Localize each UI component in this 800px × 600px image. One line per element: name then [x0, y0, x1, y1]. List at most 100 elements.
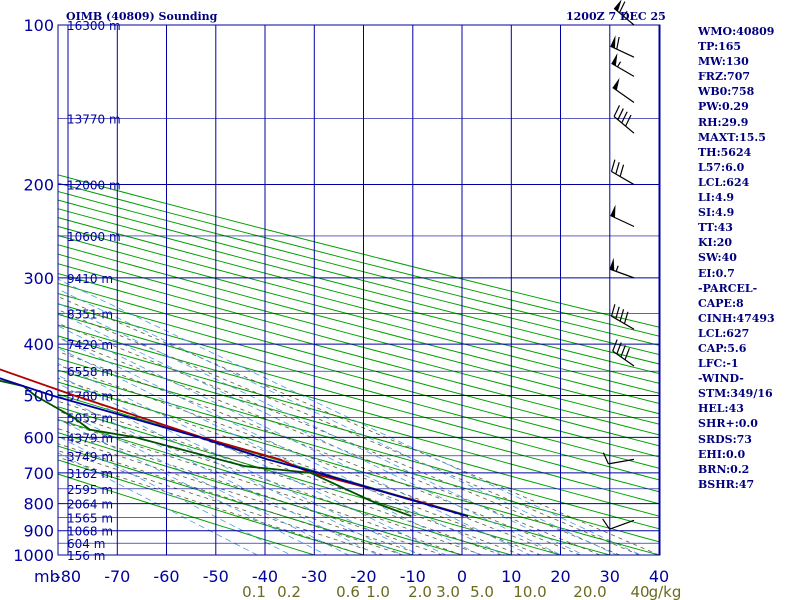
temperature-tick-label: -20	[350, 567, 376, 586]
stability-index-item: LI:4.9	[698, 191, 735, 205]
wind-barb-flag	[623, 311, 629, 324]
mixing-ratio-label: 3.0	[436, 583, 460, 600]
pressure-tick-label: 400	[23, 335, 54, 354]
wind-barb-pennant	[611, 52, 618, 66]
mixing-ratio-line	[58, 383, 403, 555]
stability-index-item: TH:5624	[698, 145, 752, 159]
height-label: 16300 m	[67, 19, 121, 33]
moist-adiabat-line	[58, 377, 541, 555]
wind-barb-flag	[617, 108, 624, 120]
height-label: 13770 m	[67, 112, 121, 126]
stability-index-item: RH:29.9	[698, 115, 749, 129]
height-label: 6558 m	[67, 365, 113, 379]
temperature-tick-label: 10	[501, 567, 521, 586]
moist-adiabat-line	[58, 450, 384, 555]
temperature-tick-label: -70	[104, 567, 130, 586]
temperature-tick-label: -80	[55, 567, 81, 586]
sounding-datetime: 1200Z 7 DEC 25	[566, 10, 666, 23]
pressure-tick-label: 700	[23, 464, 54, 483]
temperature-profile	[0, 368, 469, 518]
height-label: 3162 m	[67, 467, 113, 481]
mixing-ratio-label: 5.0	[470, 583, 494, 600]
mixing-ratio-line	[58, 302, 584, 555]
stability-index-item: LCL:624	[698, 175, 750, 189]
mixing-ratio-line	[58, 312, 562, 555]
wind-barb-flag	[616, 36, 620, 50]
dry-adiabat-line	[58, 459, 364, 555]
height-label: 3749 m	[67, 450, 113, 464]
moist-adiabat-line	[58, 435, 423, 555]
mixing-ratio-label: g/kg	[649, 583, 682, 600]
pressure-unit-label: mb	[34, 567, 60, 586]
temperature-tick-label: 40	[649, 567, 669, 586]
wind-barb-flag	[610, 304, 616, 317]
mixing-ratio-label: 1.0	[366, 583, 390, 600]
wind-barb-flag	[625, 114, 632, 127]
stability-indices-panel: WMO:40809 TP:165 MW:130 FRZ:707 WB0:758 PW:0.…	[698, 24, 798, 492]
mixing-ratio-label: 0.6	[336, 583, 360, 600]
height-label: 1565 m	[67, 512, 113, 526]
wind-barb-flag	[619, 309, 625, 322]
wind-barb	[610, 45, 635, 58]
station-title: OIMB (40809) Sounding	[66, 10, 218, 23]
pressure-tick-label: 500	[23, 387, 54, 406]
mixing-ratio-line	[58, 325, 531, 555]
pressure-tick-label: 600	[23, 428, 54, 447]
wind-barb-flag	[610, 159, 616, 172]
wind-barb-pennant	[610, 204, 616, 218]
wind-barb-pennant	[612, 77, 620, 91]
wind-barb-flag	[602, 452, 609, 465]
height-label: 156 m	[67, 549, 105, 563]
height-label: 2064 m	[67, 498, 113, 512]
stability-index-item: MW:130	[698, 55, 749, 69]
wind-barb	[609, 519, 635, 530]
stability-index-item: TT:43	[698, 221, 733, 235]
wind-barb-flag	[619, 164, 625, 177]
wind-barb-flag	[621, 111, 628, 124]
stability-index-item: MAXT:15.5	[698, 130, 766, 144]
stability-index-item: PW:0.29	[698, 100, 749, 114]
stability-index-item: EHI:0.0	[698, 447, 746, 461]
sounding-profiles	[0, 368, 469, 518]
stability-index-item: CINH:47493	[698, 311, 775, 325]
temperature-tick-label: -10	[400, 567, 426, 586]
mixing-ratio-label: 20.0	[573, 583, 606, 600]
height-labels: 16300 m 13770 m 12000 m 10600 m 9410 m 8351 m…	[67, 19, 121, 563]
pressure-tick-label: 900	[23, 522, 54, 541]
wind-barb-flag	[618, 1, 626, 14]
wind-barb-flag	[620, 345, 626, 358]
height-label: 604 m	[67, 537, 105, 551]
wind-barb	[611, 315, 635, 330]
wind-barb	[611, 62, 635, 77]
mixing-ratio-line	[58, 288, 617, 555]
moist-adiabat-line	[58, 364, 561, 555]
height-label: 5780 m	[67, 390, 113, 404]
temperature-tick-label: 30	[600, 567, 620, 586]
stability-index-item: EI:0.7	[698, 266, 735, 280]
mixing-ratio-line	[58, 374, 420, 555]
pressure-tick-label: 100	[23, 16, 54, 35]
wind-barb	[612, 350, 635, 367]
stability-index-item: SHR+:0.0	[698, 417, 758, 431]
wind-barb-column	[602, 0, 635, 530]
dry-adiabats	[58, 174, 660, 555]
moist-adiabat-line	[58, 351, 581, 555]
temperature-tick-label: 0	[457, 567, 467, 586]
height-label: 12000 m	[67, 179, 121, 193]
stability-index-item: SRDS:73	[698, 432, 752, 446]
temperature-tick-label: -40	[252, 567, 278, 586]
wind-barb-flag	[615, 306, 620, 319]
stability-index-item: LCL:627	[698, 326, 750, 340]
mixing-ratio-label: 0.2	[277, 583, 301, 600]
wind-barb-pennant	[610, 35, 616, 49]
stability-index-item: CAPE:8	[698, 296, 744, 310]
stability-index-item: SW:40	[698, 251, 737, 265]
wind-barb-half-flag	[615, 265, 619, 272]
wind-barb-half-flag	[622, 11, 628, 17]
wind-barb-flag	[612, 339, 618, 352]
mixing-ratio-label: 40	[630, 583, 649, 600]
mixing-ratio-line	[58, 452, 258, 555]
temperature-tick-label: -50	[203, 567, 229, 586]
stability-index-item: FRZ:707	[698, 70, 751, 84]
height-label: 8351 m	[67, 307, 113, 321]
